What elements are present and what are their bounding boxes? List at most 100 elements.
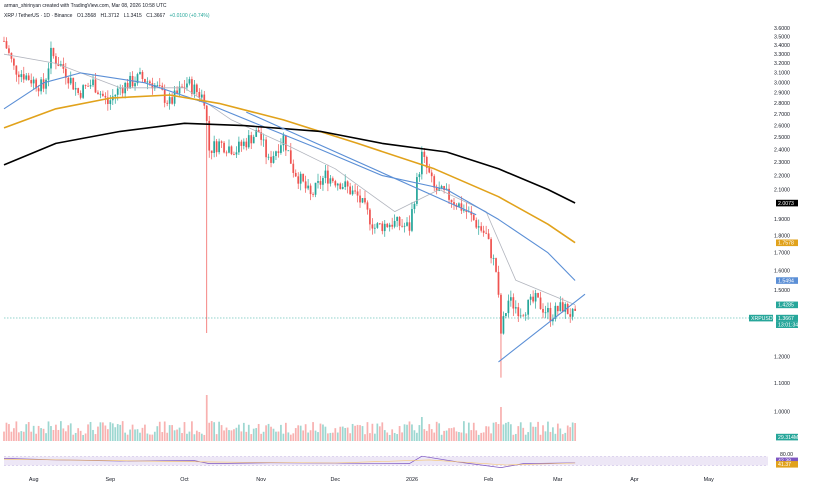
candle-body xyxy=(220,141,223,143)
y-tick-label: 3.3000 xyxy=(774,52,790,58)
rsi-band xyxy=(4,456,768,466)
volume-bar xyxy=(428,424,431,441)
volume-bar xyxy=(420,417,423,441)
candle-body xyxy=(344,181,347,188)
volume-bar xyxy=(294,428,297,441)
candle-body xyxy=(514,307,517,309)
candle-body xyxy=(443,186,445,190)
candle-body xyxy=(102,93,104,96)
price-badge-text: 2.0073 xyxy=(778,201,794,207)
volume-bar xyxy=(571,422,574,441)
candle-body xyxy=(40,79,42,92)
price-badge xyxy=(776,314,798,322)
candle-body xyxy=(260,132,263,140)
price-badge xyxy=(776,301,798,309)
volume-bar xyxy=(188,431,191,441)
candle-body xyxy=(79,92,82,98)
candle-body xyxy=(228,146,230,153)
volume-bar xyxy=(225,427,228,441)
candle-body xyxy=(178,86,181,94)
volume-bar xyxy=(317,432,319,441)
candle-body xyxy=(8,48,10,53)
volume-bar xyxy=(129,429,131,441)
candle-body xyxy=(495,258,497,272)
volume-bar xyxy=(146,433,149,441)
candle-body xyxy=(240,141,243,146)
volume-bar xyxy=(193,434,196,441)
candle-body xyxy=(559,302,562,312)
candle-body xyxy=(502,316,505,334)
volume-bar xyxy=(559,428,562,441)
price-axis: 3.6000 3.5000 3.4000 3.3000 3.2000 3.1000 3.00… xyxy=(774,26,798,468)
volume-bar xyxy=(369,433,371,441)
candle-body xyxy=(267,156,270,158)
candle-body xyxy=(287,150,290,152)
volume-bar xyxy=(509,424,512,441)
candle-body xyxy=(193,84,196,94)
volume-bar xyxy=(376,423,379,441)
volume-bar xyxy=(173,430,176,441)
volume-bar xyxy=(336,432,339,441)
candle-body xyxy=(403,225,406,227)
candle-body xyxy=(198,91,201,98)
x-tick-label: Mar xyxy=(553,477,562,483)
candle-body xyxy=(186,83,188,88)
volume-bar xyxy=(67,425,70,441)
x-tick-label: Sep xyxy=(106,477,116,483)
low-value: L1.3415 xyxy=(123,13,142,19)
volume-bar xyxy=(490,433,492,441)
volume-bar xyxy=(92,429,94,441)
candle-body xyxy=(556,305,559,312)
volume-bar xyxy=(532,426,534,441)
volume-bar xyxy=(364,434,366,441)
candle-body xyxy=(544,312,547,314)
trendline xyxy=(498,293,586,363)
volume-bar xyxy=(569,427,572,441)
volume-bar xyxy=(233,429,235,441)
volume-bar xyxy=(116,424,119,441)
candle-body xyxy=(153,85,156,89)
candle-body xyxy=(252,136,255,144)
candle-body xyxy=(522,315,525,317)
volume-bar xyxy=(522,427,525,441)
volume-bar xyxy=(297,425,300,441)
candle-body xyxy=(15,65,18,75)
volume-bar xyxy=(77,428,80,441)
candle-body xyxy=(411,209,413,231)
symbol-tag-text: XRPUSDT xyxy=(751,316,777,322)
candle-body xyxy=(569,314,572,317)
candle-body xyxy=(359,195,361,203)
candle-body xyxy=(416,177,418,204)
candle-body xyxy=(428,167,431,173)
volume-bar xyxy=(512,434,515,441)
candle-body xyxy=(539,297,542,309)
volume-bar xyxy=(477,434,480,441)
volume-bars xyxy=(3,395,577,441)
volume-bar xyxy=(210,421,213,441)
volume-bar xyxy=(161,432,164,441)
volume-bar xyxy=(475,430,478,441)
y-tick-label: 2.1000 xyxy=(774,187,790,193)
candle-body xyxy=(280,145,282,153)
candle-body xyxy=(272,156,275,163)
volume-bar xyxy=(252,428,255,441)
volume-bar xyxy=(198,431,201,441)
candle-body xyxy=(420,151,423,175)
candle-body xyxy=(72,77,75,90)
candle-body xyxy=(401,225,403,227)
candle-body xyxy=(463,209,465,211)
volume-bar xyxy=(60,421,62,441)
volume-bar xyxy=(111,423,114,441)
candle-body xyxy=(346,181,349,187)
candle-body xyxy=(356,191,359,196)
volume-bar xyxy=(265,425,267,441)
y-tick-label: 3.0000 xyxy=(774,81,790,87)
candle-body xyxy=(339,183,342,189)
candle-body xyxy=(275,151,277,157)
candle-body xyxy=(304,181,307,189)
volume-bar xyxy=(5,422,8,441)
volume-bar xyxy=(378,426,381,441)
volume-bar xyxy=(346,427,349,441)
candle-body xyxy=(317,181,319,183)
